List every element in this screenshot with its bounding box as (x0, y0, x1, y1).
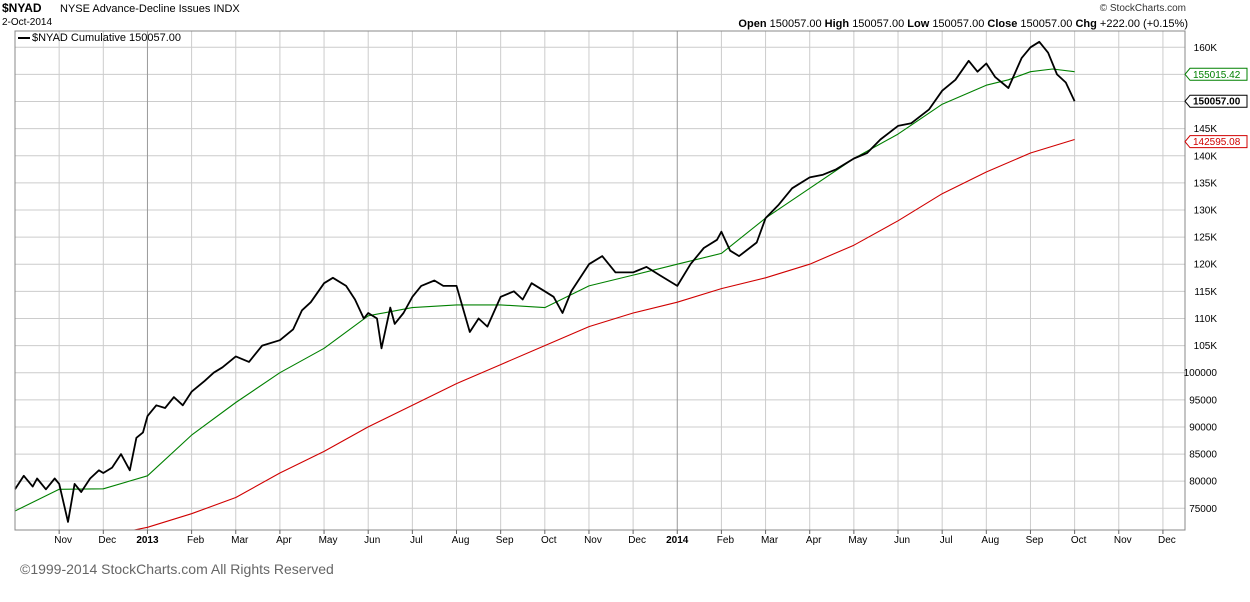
x-tick-label: Sep (1026, 535, 1044, 546)
legend-swatch (18, 37, 30, 40)
x-tick-label: 2013 (136, 535, 159, 546)
brand-link[interactable]: © StockCharts.com (1099, 3, 1186, 14)
x-tick-label: Feb (187, 535, 205, 546)
chg-label: Chg (1075, 18, 1097, 30)
chg-value: +222.00 (+0.15%) (1099, 18, 1188, 30)
y-tick-label: 105K (1194, 341, 1218, 352)
series-line-ma200 (134, 138, 1075, 531)
price-tag: 142595.08 (1184, 135, 1248, 149)
x-tick-label: Jul (410, 535, 423, 546)
x-tick-label: Mar (761, 535, 779, 546)
x-tick-label: Oct (1071, 535, 1087, 546)
price-tag-label: 155015.42 (1193, 70, 1241, 81)
y-tick-label: 110K (1194, 314, 1217, 325)
y-tick-label: 90000 (1189, 422, 1217, 433)
legend-label: $NYAD Cumulative 150057.00 (32, 32, 181, 44)
x-tick-label: Aug (981, 535, 999, 546)
x-tick-label: Apr (806, 535, 822, 546)
y-tick-label: 160K (1194, 43, 1218, 54)
ohlc-summary: Open 150057.00 High 150057.00 Low 150057… (738, 18, 1188, 30)
close-label: Close (987, 18, 1018, 30)
high-value: 150057.00 (852, 18, 905, 30)
x-tick-label: May (848, 535, 867, 546)
x-tick-label: Apr (276, 535, 292, 546)
x-tick-label: Oct (541, 535, 557, 546)
price-tag-label: 150057.00 (1193, 97, 1241, 108)
x-tick-label: Nov (1114, 535, 1132, 546)
grid-lines (15, 31, 1185, 530)
y-axis: 75000 80000 85000 90000 95000 100000 105K 110K 1… (1184, 43, 1218, 515)
y-tick-label: 95000 (1189, 395, 1217, 406)
x-tick-label: Jun (364, 535, 380, 546)
x-axis: Nov Dec 2013 Feb Mar Apr May Jun Jul Aug Sep Oct Nov… (54, 530, 1176, 546)
legend: $NYAD Cumulative 150057.00 (18, 32, 181, 44)
y-tick-label: 125K (1194, 233, 1218, 244)
y-tick-label: 135K (1194, 178, 1218, 189)
low-label: Low (907, 18, 930, 30)
x-tick-label: Nov (54, 535, 72, 546)
price-tags: 155015.42 150057.00 142595.08 (1184, 67, 1248, 149)
series-line-price (14, 40, 1076, 523)
price-tag-box (1184, 135, 1248, 149)
y-tick-label: 145K (1194, 124, 1218, 135)
price-tag-label: 142595.08 (1193, 137, 1241, 148)
copyright-notice: ©1999-2014 StockCharts.com All Rights Re… (20, 561, 334, 577)
plot-border (14, 30, 1186, 531)
y-tick-label: 75000 (1189, 504, 1217, 515)
x-tick-label: May (319, 535, 338, 546)
x-tick-label: Dec (628, 535, 646, 546)
x-tick-label: Aug (452, 535, 470, 546)
price-tag-box (1184, 94, 1248, 108)
high-label: High (824, 18, 850, 30)
x-tick-label: Nov (584, 535, 602, 546)
series-lines (14, 40, 1076, 531)
x-tick-label: Jun (894, 535, 910, 546)
symbol-description: NYSE Advance-Decline Issues INDX (60, 3, 240, 15)
close-value: 150057.00 (1020, 18, 1073, 30)
open-value: 150057.00 (769, 18, 822, 30)
open-label: Open (738, 18, 767, 30)
x-tick-label: Feb (717, 535, 735, 546)
y-tick-label: 115K (1194, 287, 1217, 298)
x-tick-label: Jul (940, 535, 953, 546)
symbol-title: $NYAD (2, 1, 42, 15)
y-tick-label: 140K (1194, 151, 1218, 162)
price-tag-box (1184, 67, 1248, 81)
x-tick-label: 2014 (666, 535, 689, 546)
x-tick-label: Mar (231, 535, 249, 546)
price-tag: 155015.42 (1184, 67, 1248, 81)
y-tick-label: 80000 (1189, 477, 1217, 488)
x-tick-label: Dec (98, 535, 116, 546)
series-line-ma50 (14, 68, 1075, 512)
low-value: 150057.00 (932, 18, 985, 30)
y-tick-label: 85000 (1189, 450, 1217, 461)
y-tick-label: 130K (1194, 205, 1218, 216)
price-tag: 150057.00 (1184, 94, 1248, 108)
chart-date: 2-Oct-2014 (2, 17, 53, 28)
x-tick-label: Dec (1158, 535, 1176, 546)
x-tick-label: Sep (496, 535, 514, 546)
y-tick-label: 100000 (1184, 368, 1218, 379)
y-tick-label: 120K (1194, 260, 1218, 271)
